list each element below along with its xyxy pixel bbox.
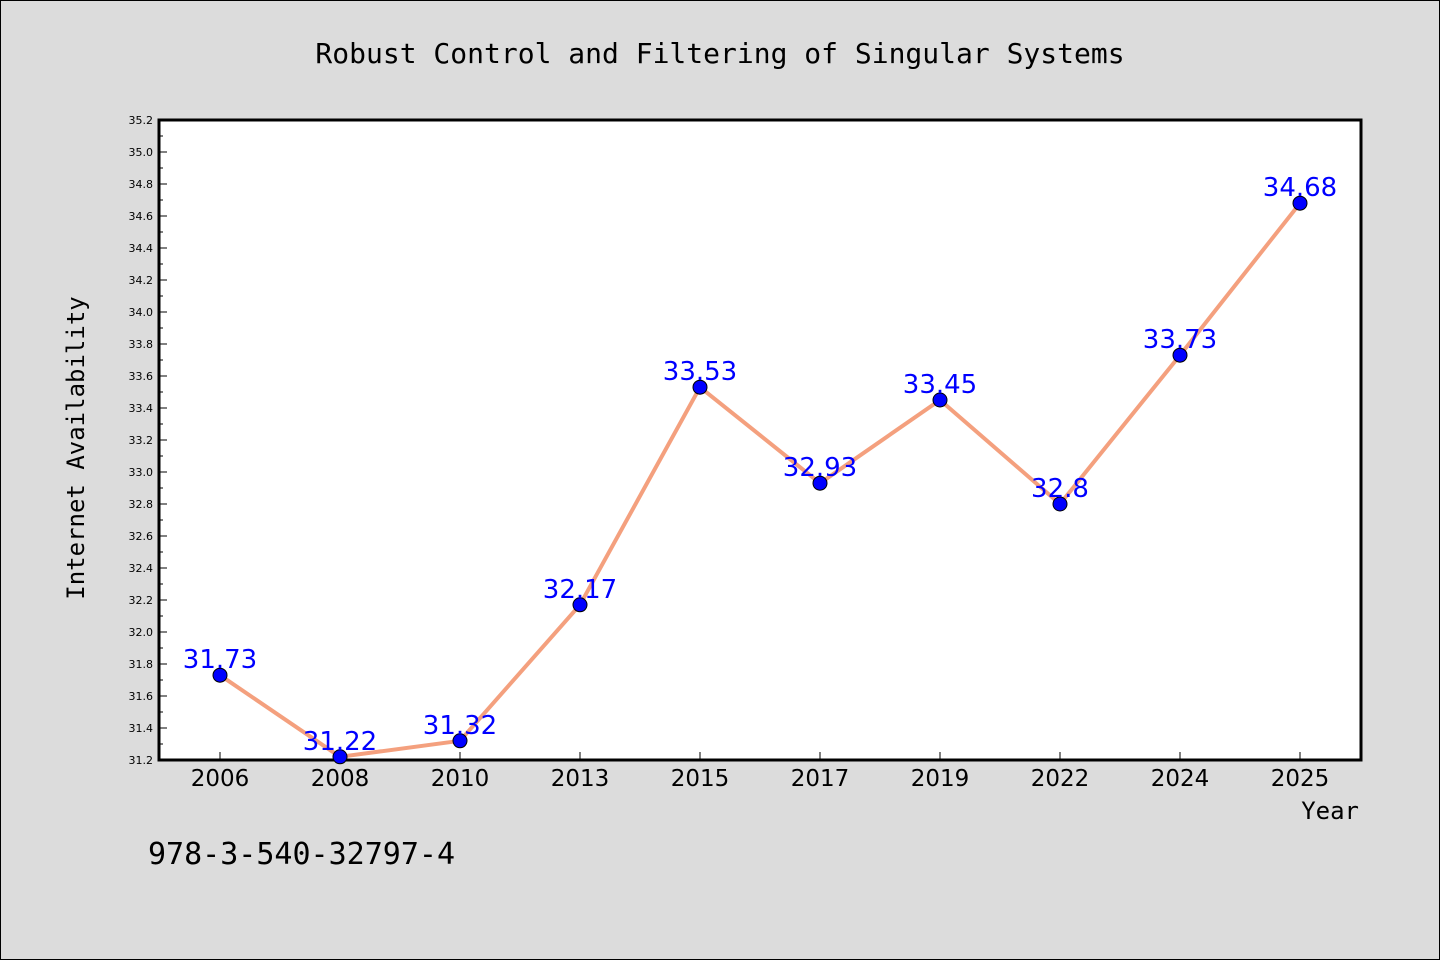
footer-isbn: 978-3-540-32797-4 xyxy=(148,837,455,872)
y-tick-label: 34.8 xyxy=(129,178,154,191)
y-tick-label: 33.0 xyxy=(129,466,154,479)
y-axis-label: Internet Availability xyxy=(62,296,90,599)
data-label: 33.73 xyxy=(1143,325,1217,355)
data-label: 32.17 xyxy=(543,575,617,605)
data-point xyxy=(1292,195,1308,211)
y-tick-label: 34.0 xyxy=(129,306,154,319)
x-axis: 2006 2008 2010 2013 2015 2017 2019 2022 2024 2025 xyxy=(191,752,1330,792)
data-point xyxy=(932,392,948,408)
x-axis-label: Year xyxy=(1301,797,1359,825)
x-tick-label: 2024 xyxy=(1151,766,1210,792)
x-tick-label: 2025 xyxy=(1271,766,1330,792)
data-point xyxy=(812,475,828,491)
data-point xyxy=(332,749,348,765)
data-label: 31.32 xyxy=(423,711,497,741)
y-tick-label: 33.4 xyxy=(129,402,154,415)
x-tick-label: 2019 xyxy=(911,766,970,792)
data-label: 33.45 xyxy=(903,370,977,400)
data-label: 32.93 xyxy=(783,453,857,483)
y-tick-label: 31.2 xyxy=(129,754,154,767)
x-tick-label: 2022 xyxy=(1031,766,1090,792)
x-tick-label: 2008 xyxy=(311,766,370,792)
x-tick-label: 2006 xyxy=(191,766,250,792)
data-point xyxy=(452,733,468,749)
y-tick-label: 34.4 xyxy=(129,242,154,255)
x-tick-label: 2017 xyxy=(791,766,850,792)
data-point xyxy=(692,379,708,395)
y-tick-label: 31.4 xyxy=(129,722,154,735)
y-tick-label: 31.8 xyxy=(129,658,154,671)
y-tick-label: 32.0 xyxy=(129,626,154,639)
data-labels: 31.73 31.22 31.32 32.17 33.53 32.93 33.45 32.8 3… xyxy=(183,173,1337,757)
data-point xyxy=(572,597,588,613)
x-tick-label: 2015 xyxy=(671,766,730,792)
y-tick-label: 32.2 xyxy=(129,594,154,607)
data-point xyxy=(1172,347,1188,363)
data-point xyxy=(212,667,228,683)
x-tick-label: 2013 xyxy=(551,766,610,792)
data-label: 33.53 xyxy=(663,357,737,387)
data-point xyxy=(1052,496,1068,512)
y-tick-label: 35.0 xyxy=(129,146,154,159)
y-tick-label: 33.2 xyxy=(129,434,154,447)
data-label: 31.22 xyxy=(303,727,377,757)
data-label: 31.73 xyxy=(183,645,257,675)
y-tick-label: 33.6 xyxy=(129,370,154,383)
y-tick-label: 34.6 xyxy=(129,210,154,223)
y-tick-label: 31.6 xyxy=(129,690,154,703)
y-tick-label: 33.8 xyxy=(129,338,154,351)
series-line xyxy=(218,201,1302,759)
plot-area xyxy=(157,118,1363,762)
y-tick-label: 32.6 xyxy=(129,530,154,543)
y-axis: 31.2 31.4 31.6 31.8 32.0 32.2 32.4 32.6 32.8 33.0… xyxy=(129,114,167,767)
y-tick-label: 35.2 xyxy=(129,114,154,127)
x-tick-label: 2010 xyxy=(431,766,490,792)
data-label: 32.8 xyxy=(1031,474,1089,504)
y-tick-label: 34.2 xyxy=(129,274,154,287)
chart-title: Robust Control and Filtering of Singular… xyxy=(315,37,1124,70)
data-label: 34.68 xyxy=(1263,173,1337,203)
data-markers xyxy=(212,195,1308,765)
y-tick-label: 32.8 xyxy=(129,498,154,511)
y-tick-label: 32.4 xyxy=(129,562,154,575)
